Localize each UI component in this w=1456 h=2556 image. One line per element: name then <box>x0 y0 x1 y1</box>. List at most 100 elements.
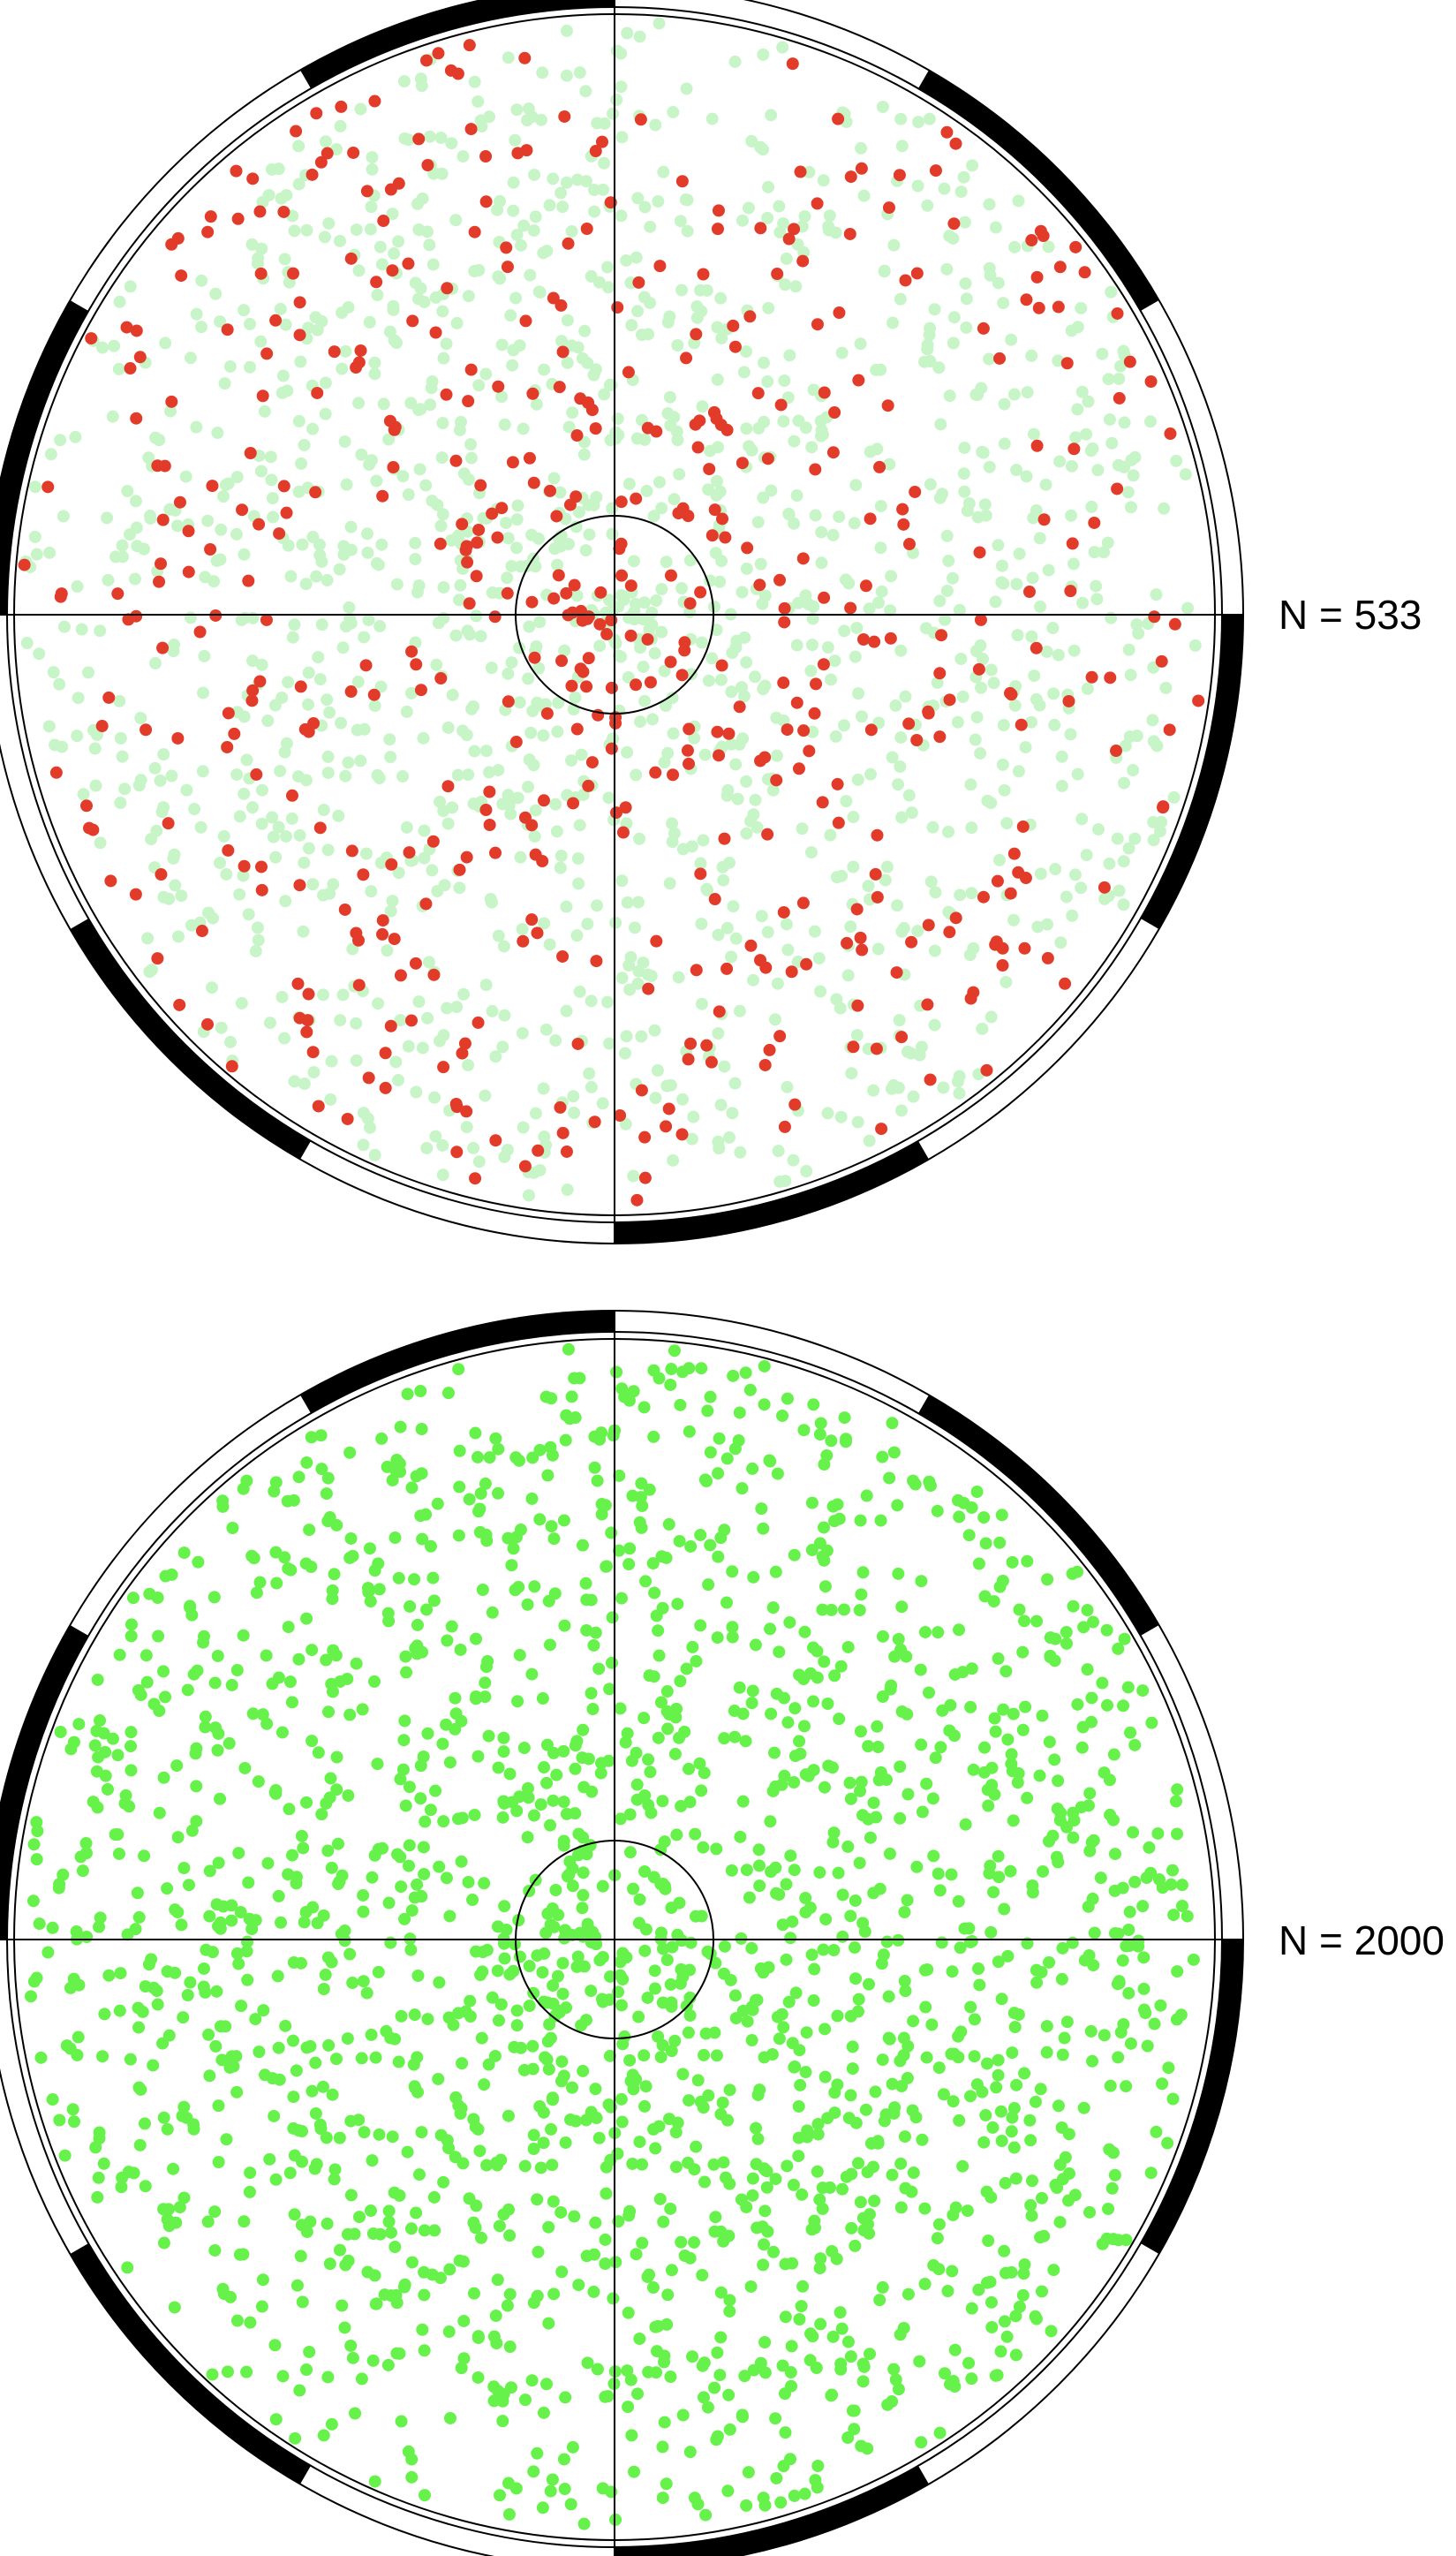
data-point-background <box>1127 469 1140 482</box>
data-point <box>894 2201 908 2214</box>
data-point <box>67 1736 80 1749</box>
data-point <box>333 2243 346 2257</box>
data-point <box>527 2465 540 2478</box>
data-point <box>53 2114 66 2127</box>
data-point <box>924 1479 937 1493</box>
data-point-background <box>479 367 493 381</box>
data-point-background <box>974 746 987 760</box>
data-point <box>817 1943 830 1956</box>
data-point-background <box>895 140 909 153</box>
data-point <box>111 1749 124 1762</box>
data-point <box>643 1669 656 1683</box>
data-point <box>544 1441 557 1454</box>
data-point-background <box>522 672 535 685</box>
data-point-background <box>815 526 828 539</box>
data-point-background <box>190 307 203 321</box>
data-point <box>674 1398 687 1411</box>
data-point <box>799 2066 812 2079</box>
data-point <box>610 1365 623 1379</box>
data-point <box>309 486 322 499</box>
data-point <box>1062 2167 1075 2181</box>
data-point-background <box>164 405 177 418</box>
data-point-background <box>934 418 947 431</box>
data-point <box>841 2431 855 2444</box>
data-point <box>1018 2067 1031 2080</box>
data-point <box>660 1685 674 1698</box>
data-point <box>953 1510 966 1524</box>
data-point <box>384 2226 397 2239</box>
data-point-background <box>315 618 328 631</box>
data-point-background <box>889 699 902 712</box>
data-point <box>269 1784 283 1797</box>
data-point <box>693 1757 706 1770</box>
data-point <box>686 2350 699 2363</box>
data-point <box>472 2332 485 2345</box>
data-point <box>527 1809 540 1822</box>
data-point-background <box>282 676 295 689</box>
data-point <box>208 1676 222 1690</box>
data-point <box>433 1860 446 1873</box>
data-point <box>550 510 563 523</box>
data-point <box>123 1800 136 1813</box>
data-point-background <box>346 942 359 956</box>
data-point-background <box>583 1067 596 1080</box>
data-point <box>595 1508 608 1521</box>
data-point <box>517 1742 531 1755</box>
data-point-background <box>292 485 306 498</box>
data-point <box>426 835 440 848</box>
data-point <box>652 2319 665 2333</box>
data-point <box>723 2304 736 2318</box>
data-point <box>566 1862 579 1875</box>
data-point <box>376 914 389 927</box>
data-point <box>1082 1900 1095 1913</box>
data-point <box>459 2005 472 2018</box>
data-point-background <box>715 331 728 344</box>
data-point <box>130 609 143 623</box>
data-point <box>1067 442 1081 456</box>
data-point <box>391 1848 404 1861</box>
data-point <box>771 268 784 281</box>
data-point <box>688 2235 701 2249</box>
data-point <box>287 2091 300 2104</box>
data-point <box>330 1783 343 1796</box>
data-point-background <box>1122 643 1135 656</box>
data-point <box>441 282 454 295</box>
data-point <box>1037 513 1051 526</box>
data-point-background <box>527 223 540 237</box>
data-point-background <box>258 405 271 418</box>
data-point <box>282 1621 295 1634</box>
data-point <box>346 1977 359 1990</box>
data-point <box>899 274 912 287</box>
data-point <box>559 2136 572 2149</box>
data-point-background <box>507 204 520 217</box>
data-point-background <box>418 824 431 837</box>
data-point <box>507 1542 520 1555</box>
data-point-background <box>307 1066 321 1079</box>
data-point <box>496 2415 509 2428</box>
data-point <box>615 1999 628 2012</box>
data-point-background <box>722 1131 736 1144</box>
data-point-background <box>958 442 971 455</box>
data-point-background <box>821 1107 834 1120</box>
data-point <box>207 1591 221 1604</box>
data-point <box>636 2158 649 2171</box>
data-point-background <box>808 925 821 938</box>
data-point <box>1150 2125 1163 2138</box>
data-point <box>415 2126 428 2139</box>
data-point <box>697 268 710 281</box>
data-point <box>726 1621 739 1634</box>
data-point <box>437 1061 450 1074</box>
data-point <box>609 2256 622 2269</box>
data-point <box>972 1557 985 1570</box>
data-point-background <box>1124 669 1137 682</box>
data-point <box>478 1877 491 1890</box>
data-point <box>683 2446 697 2459</box>
data-point <box>366 2354 380 2367</box>
data-point-background <box>495 338 509 352</box>
data-point <box>665 1363 678 1376</box>
data-point <box>397 2280 411 2294</box>
data-point-background <box>1065 509 1078 522</box>
data-point <box>525 1667 539 1681</box>
data-point <box>856 1917 870 1930</box>
data-point <box>1007 1814 1020 1827</box>
